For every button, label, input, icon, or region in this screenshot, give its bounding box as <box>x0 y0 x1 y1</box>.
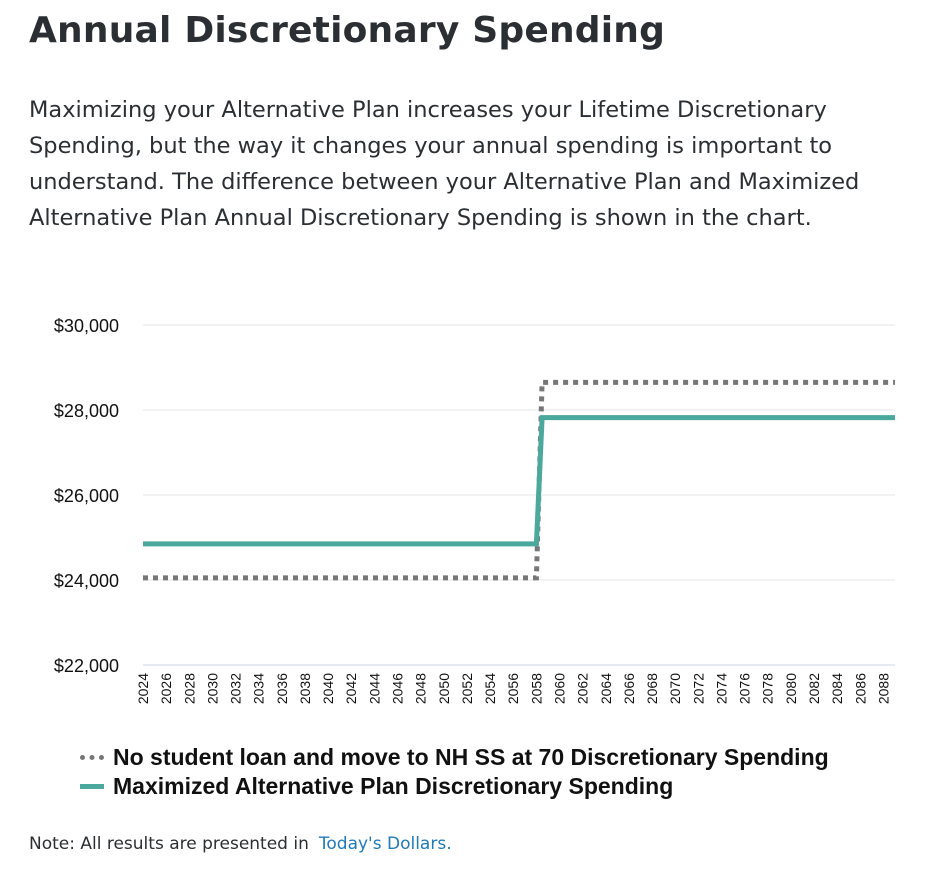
x-tick-label: 2086 <box>852 673 868 704</box>
x-tick-label: 2058 <box>528 673 544 704</box>
page-title: Annual Discretionary Spending <box>29 10 666 51</box>
x-axis-ticks: 2024 2026 2028 2030 2032 2034 2036 2038 2040 2042… <box>135 673 891 704</box>
x-tick-label: 2034 <box>251 673 267 704</box>
y-tick-label: $22,000 <box>54 656 119 676</box>
x-tick-label: 2032 <box>228 673 244 704</box>
series-line-maximized-plan[interactable] <box>143 415 895 547</box>
x-tick-label: 2078 <box>760 673 776 704</box>
x-tick-label: 2024 <box>135 673 151 704</box>
x-tick-label: 2068 <box>644 673 660 704</box>
x-tick-label: 2070 <box>667 673 683 704</box>
x-tick-label: 2026 <box>158 673 174 704</box>
x-tick-label: 2044 <box>366 673 382 704</box>
legend-item-maximized-plan[interactable]: Maximized Alternative Plan Discretionary… <box>80 772 829 801</box>
x-tick-label: 2056 <box>505 673 521 704</box>
x-tick-label: 2040 <box>320 673 336 704</box>
legend-label-no-student-loan: No student loan and move to NH SS at 70 … <box>113 744 829 770</box>
legend-swatch-solid <box>80 784 104 789</box>
legend-item-no-student-loan[interactable]: No student loan and move to NH SS at 70 … <box>80 743 829 772</box>
x-tick-label: 2030 <box>204 673 220 704</box>
grid-layer <box>143 324 895 666</box>
legend-swatch-dotted <box>80 755 104 760</box>
note-text: Note: All results are presented in <box>29 834 309 854</box>
x-tick-label: 2038 <box>297 673 313 704</box>
todays-dollars-link[interactable]: Today's Dollars. <box>318 834 452 854</box>
y-tick-label: $24,000 <box>54 571 119 591</box>
x-tick-label: 2060 <box>551 673 567 704</box>
x-tick-label: 2064 <box>598 673 614 704</box>
x-tick-label: 2062 <box>575 673 591 704</box>
y-tick-label: $28,000 <box>54 401 119 421</box>
x-tick-label: 2080 <box>783 673 799 704</box>
x-tick-label: 2074 <box>713 673 729 704</box>
x-tick-label: 2028 <box>181 673 197 704</box>
x-tick-label: 2036 <box>274 673 290 704</box>
x-tick-label: 2042 <box>343 673 359 704</box>
x-tick-label: 2066 <box>621 673 637 704</box>
x-tick-label: 2048 <box>413 673 429 704</box>
x-tick-label: 2072 <box>690 673 706 704</box>
x-tick-label: 2082 <box>806 673 822 704</box>
intro-paragraph: Maximizing your Alternative Plan increas… <box>29 97 860 231</box>
x-tick-label: 2052 <box>459 673 475 704</box>
x-tick-label: 2054 <box>482 673 498 704</box>
x-tick-label: 2050 <box>436 673 452 704</box>
x-tick-label: 2088 <box>875 673 891 704</box>
x-tick-label: 2084 <box>829 673 845 704</box>
series-line-no-student-loan[interactable] <box>143 379 895 581</box>
y-tick-label: $26,000 <box>54 486 119 506</box>
legend-label-maximized-plan: Maximized Alternative Plan Discretionary… <box>113 773 674 799</box>
chart-legend: No student loan and move to NH SS at 70 … <box>80 743 829 801</box>
chart-svg: $22,000 $24,000 $26,000 $28,000 $30,000 2024… <box>54 316 895 704</box>
x-tick-label: 2076 <box>737 673 753 704</box>
series-layer <box>143 379 895 581</box>
spending-chart: $22,000 $24,000 $26,000 $28,000 $30,000 2024… <box>0 300 938 720</box>
results-note: Note: All results are presented in Today'… <box>29 834 452 854</box>
y-axis-ticks: $22,000 $24,000 $26,000 $28,000 $30,000 <box>54 316 119 676</box>
y-tick-label: $30,000 <box>54 316 119 336</box>
x-tick-label: 2046 <box>390 673 406 704</box>
